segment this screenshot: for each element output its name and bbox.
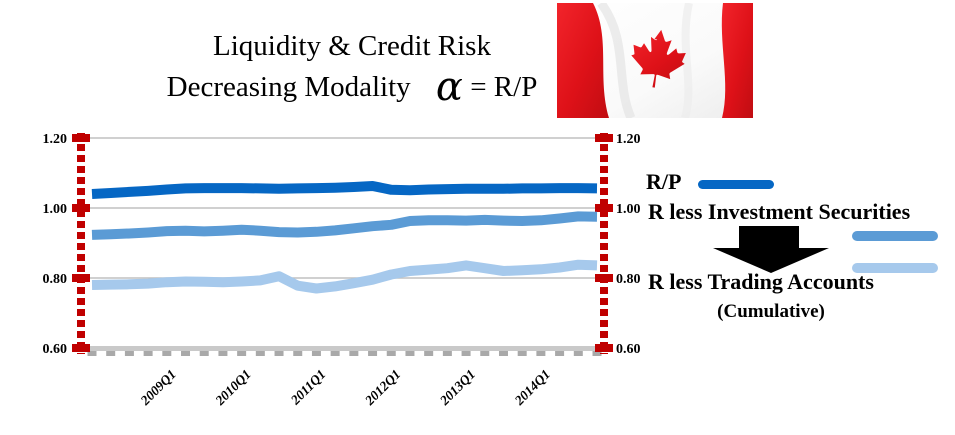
legend-trading-label: R less Trading Accounts xyxy=(648,269,874,294)
svg-text:1.20: 1.20 xyxy=(43,132,68,147)
down-arrow-icon xyxy=(713,226,829,273)
canada-flag-image xyxy=(557,3,753,118)
legend-rp-line-swatch xyxy=(698,180,774,189)
alpha-symbol: α xyxy=(435,64,463,110)
title-line1: Liquidity & Credit Risk xyxy=(213,30,491,62)
svg-text:2010Q1: 2010Q1 xyxy=(212,367,254,409)
svg-text:0.80: 0.80 xyxy=(43,272,68,287)
grid-layer xyxy=(88,137,597,279)
svg-text:2011Q1: 2011Q1 xyxy=(287,367,329,409)
svg-text:2012Q1: 2012Q1 xyxy=(361,367,403,409)
flag-wave-shading xyxy=(597,3,636,118)
legend-investment-line-swatch xyxy=(852,231,938,241)
flag-wave-shading-2 xyxy=(681,3,693,118)
svg-text:2014Q1: 2014Q1 xyxy=(511,367,553,409)
svg-text:1.00: 1.00 xyxy=(43,202,68,217)
svg-text:1.00: 1.00 xyxy=(616,202,641,217)
legend-investment-label: R less Investment Securities xyxy=(648,199,911,224)
flag-right-band xyxy=(721,3,753,118)
svg-text:1.20: 1.20 xyxy=(616,132,641,147)
legend-trading-line-swatch xyxy=(852,263,938,273)
title-line2: Decreasing Modality α = R/P xyxy=(140,66,564,108)
chart-svg: 0.60 0.60 0.80 0.80 1.00 1.00 1.20 1.20 2009Q1 20… xyxy=(43,132,641,409)
svg-text:2013Q1: 2013Q1 xyxy=(436,367,478,409)
legend-cumulative-label: (Cumulative) xyxy=(717,301,825,322)
legend-rp-label: R/P xyxy=(646,169,682,194)
flag-left-band xyxy=(557,3,609,118)
maple-leaf-icon xyxy=(631,29,686,88)
svg-text:0.60: 0.60 xyxy=(616,342,641,357)
series-layer xyxy=(91,181,598,294)
axis-layer xyxy=(72,133,613,356)
svg-text:2009Q1: 2009Q1 xyxy=(137,367,179,409)
title-formula: = R/P xyxy=(470,71,538,103)
svg-text:0.60: 0.60 xyxy=(43,342,68,357)
chart-title: Liquidity & Credit Risk Decreasing Modal… xyxy=(140,26,564,108)
title-line2-text: Decreasing Modality xyxy=(166,71,411,103)
svg-text:0.80: 0.80 xyxy=(616,272,641,287)
